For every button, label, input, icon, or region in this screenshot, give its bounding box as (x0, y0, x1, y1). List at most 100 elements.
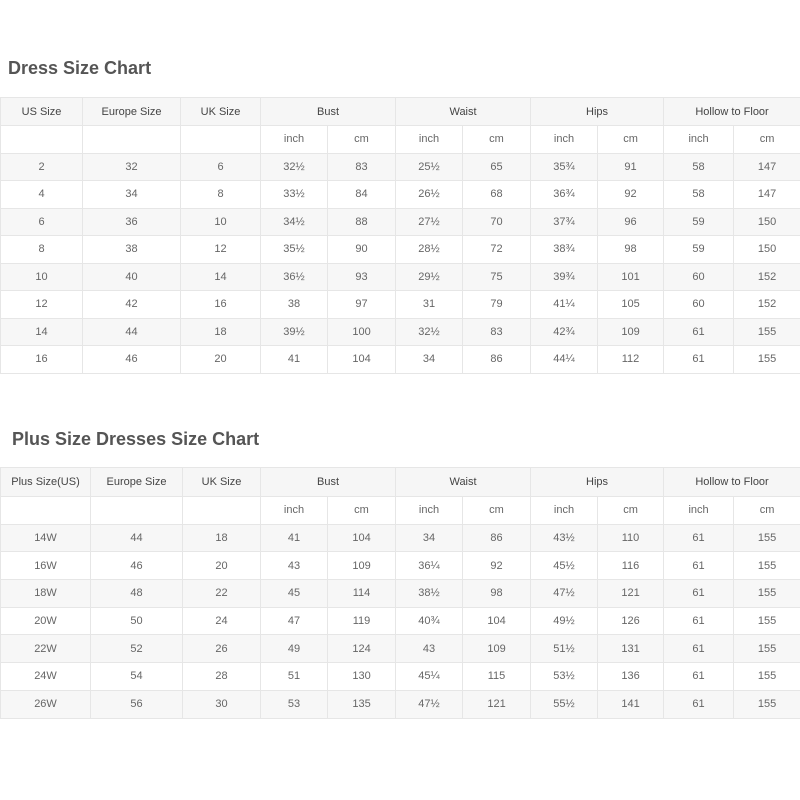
table-row: 8 38 12 35½ 90 28½ 72 38¾ 98 59 150 (0, 235, 800, 264)
table-cell: 86 (462, 523, 532, 553)
table-cell: 43 (260, 551, 328, 581)
table-row: 12 42 16 38 97 31 79 41¼ 105 60 152 (0, 290, 800, 319)
table-cell: 91 (597, 152, 665, 181)
table-cell: 32 (82, 152, 181, 181)
table-cell: 18 (182, 523, 261, 553)
table-cell: 30 (182, 689, 261, 719)
table-cell: 86 (462, 345, 532, 374)
table-cell: 47½ (530, 579, 599, 608)
table-cell: 29½ (395, 262, 464, 291)
table-cell: 58 (663, 180, 735, 209)
table-cell: 121 (597, 579, 665, 608)
table-cell: 60 (663, 290, 735, 319)
table-cell: 51½ (530, 634, 599, 664)
table-cell: 46 (82, 345, 181, 374)
table-cell: 27½ (395, 207, 464, 236)
table-cell: 155 (733, 689, 800, 719)
table-cell: 32½ (395, 317, 464, 346)
table-cell: 147 (733, 180, 800, 209)
table-cell: 20W (0, 606, 91, 636)
empty-cell (82, 125, 181, 154)
table-cell: 16 (180, 290, 261, 319)
unit-header: cm (733, 125, 800, 154)
table-cell: 14W (0, 523, 91, 553)
table-row: 16W 46 20 43 109 36¼ 92 45½ 116 61 155 (0, 551, 800, 581)
table-cell: 79 (462, 290, 532, 319)
table-cell: 116 (597, 551, 665, 581)
table-cell: 44¼ (530, 345, 599, 374)
table-cell: 37¾ (530, 207, 599, 236)
table-cell: 59 (663, 235, 735, 264)
table-cell: 104 (462, 606, 532, 636)
table-row: 10 40 14 36½ 93 29½ 75 39¾ 101 60 152 (0, 262, 800, 291)
table-cell: 147 (733, 152, 800, 181)
table-cell: 41¼ (530, 290, 599, 319)
table-cell: 12 (180, 235, 261, 264)
table-row: 14W 44 18 41 104 34 86 43½ 110 61 155 (0, 523, 800, 553)
table-cell: 45 (260, 579, 328, 608)
table-cell: 28 (182, 662, 261, 691)
table-cell: 14 (0, 317, 83, 346)
table-cell: 61 (663, 606, 735, 636)
table-cell: 28½ (395, 235, 464, 264)
table-cell: 109 (326, 551, 397, 581)
table-cell: 34 (395, 523, 464, 553)
unit-header: inch (395, 125, 464, 154)
table-cell: 70 (462, 207, 532, 236)
table-cell: 121 (462, 689, 532, 719)
unit-header: cm (462, 496, 532, 525)
column-header: Waist (395, 97, 532, 126)
table-cell: 40 (82, 262, 181, 291)
table-cell: 39½ (260, 317, 328, 346)
unit-row: inch cm inch cm inch cm inch cm (0, 125, 800, 154)
unit-header: inch (530, 125, 599, 154)
table-cell: 10 (0, 262, 83, 291)
table-cell: 32½ (260, 152, 328, 181)
table-cell: 20 (182, 551, 261, 581)
table-cell: 18W (0, 579, 91, 608)
table-cell: 155 (733, 345, 800, 374)
unit-header: cm (462, 125, 532, 154)
column-header: Hips (530, 467, 665, 497)
table-cell: 72 (462, 235, 532, 264)
table-cell: 43½ (530, 523, 599, 553)
table-row: 6 36 10 34½ 88 27½ 70 37¾ 96 59 150 (0, 207, 800, 236)
unit-header: inch (663, 496, 735, 525)
table-cell: 51 (260, 662, 328, 691)
table-cell: 36¼ (395, 551, 464, 581)
table-cell: 45¼ (395, 662, 464, 691)
column-header: Europe Size (82, 97, 181, 126)
column-header: Bust (259, 467, 397, 497)
table-row: 24W 54 28 51 130 45¼ 115 53½ 136 61 155 (0, 662, 800, 691)
table-cell: 2 (0, 152, 83, 181)
table-cell: 41 (260, 345, 328, 374)
table-cell: 90 (326, 235, 397, 264)
table-cell: 25½ (395, 152, 464, 181)
table-cell: 26½ (395, 180, 464, 209)
table-cell: 61 (663, 317, 735, 346)
table-cell: 43 (395, 634, 464, 664)
table-cell: 10 (180, 207, 261, 236)
table-cell: 119 (326, 606, 397, 636)
table-cell: 150 (733, 207, 800, 236)
table-cell: 155 (733, 523, 800, 553)
table-cell: 110 (597, 523, 665, 553)
unit-header: cm (326, 496, 397, 525)
table-cell: 109 (462, 634, 532, 664)
table-cell: 36 (82, 207, 181, 236)
table-cell: 61 (663, 689, 735, 719)
table-cell: 36¾ (530, 180, 599, 209)
table-cell: 55½ (530, 689, 599, 719)
table-row: 18W 48 22 45 114 38½ 98 47½ 121 61 155 (0, 579, 800, 608)
table-row: 4 34 8 33½ 84 26½ 68 36¾ 92 58 147 (0, 180, 800, 209)
table-cell: 152 (733, 290, 800, 319)
table-cell: 97 (326, 290, 397, 319)
table-cell: 53½ (530, 662, 599, 691)
table-cell: 31 (395, 290, 464, 319)
table-cell: 61 (663, 579, 735, 608)
table-cell: 16W (0, 551, 91, 581)
table-cell: 26 (182, 634, 261, 664)
table-cell: 83 (326, 152, 397, 181)
table-cell: 18 (180, 317, 261, 346)
dress-size-chart-title: Dress Size Chart (8, 58, 152, 78)
